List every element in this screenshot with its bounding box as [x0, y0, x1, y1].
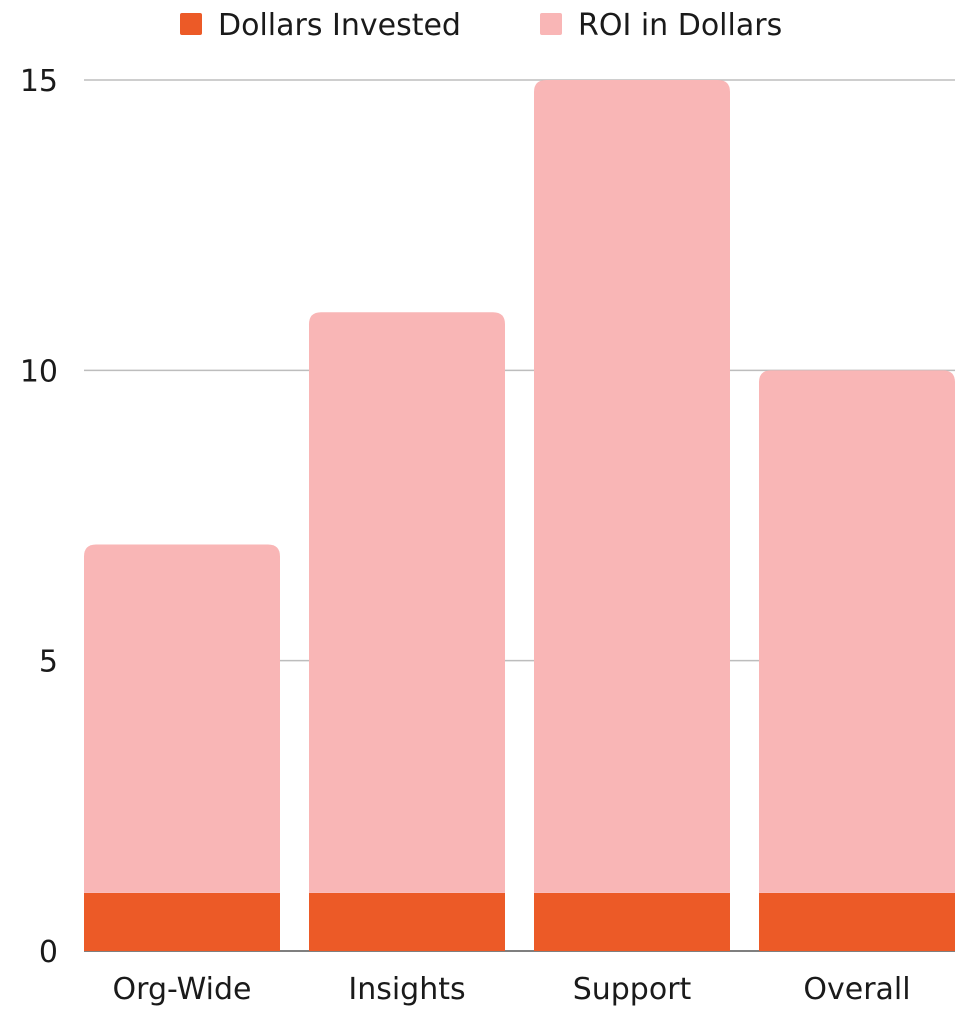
bar-insights-roi-in-dollars — [309, 312, 505, 893]
legend-swatch-roi-in-dollars — [540, 13, 562, 35]
y-tick-label: 10 — [20, 354, 58, 389]
legend-label-dollars-invested: Dollars Invested — [218, 8, 461, 43]
y-tick-label: 0 — [39, 935, 58, 970]
x-tick-label-insights: Insights — [348, 972, 465, 1007]
x-tick-label-overall: Overall — [803, 972, 910, 1007]
x-tick-label-support: Support — [573, 972, 692, 1007]
x-tick-label-org-wide: Org-Wide — [113, 972, 252, 1007]
bar-insights-dollars-invested — [309, 892, 505, 951]
legend-label-roi-in-dollars: ROI in Dollars — [578, 8, 782, 43]
bar-org-wide-dollars-invested — [84, 892, 280, 951]
bar-support-roi-in-dollars — [534, 80, 730, 893]
bars — [84, 80, 955, 951]
legend: Dollars Invested ROI in Dollars — [180, 8, 782, 43]
bar-org-wide-roi-in-dollars — [84, 544, 280, 893]
y-tick-label: 15 — [20, 64, 58, 99]
bar-overall-dollars-invested — [759, 892, 955, 951]
bar-overall-roi-in-dollars — [759, 370, 955, 893]
y-tick-label: 5 — [39, 645, 58, 680]
legend-swatch-dollars-invested — [180, 13, 202, 35]
bar-support-dollars-invested — [534, 892, 730, 951]
x-axis: Org-Wide Insights Support Overall — [113, 972, 911, 1007]
y-axis: 0 5 10 15 — [20, 64, 58, 970]
